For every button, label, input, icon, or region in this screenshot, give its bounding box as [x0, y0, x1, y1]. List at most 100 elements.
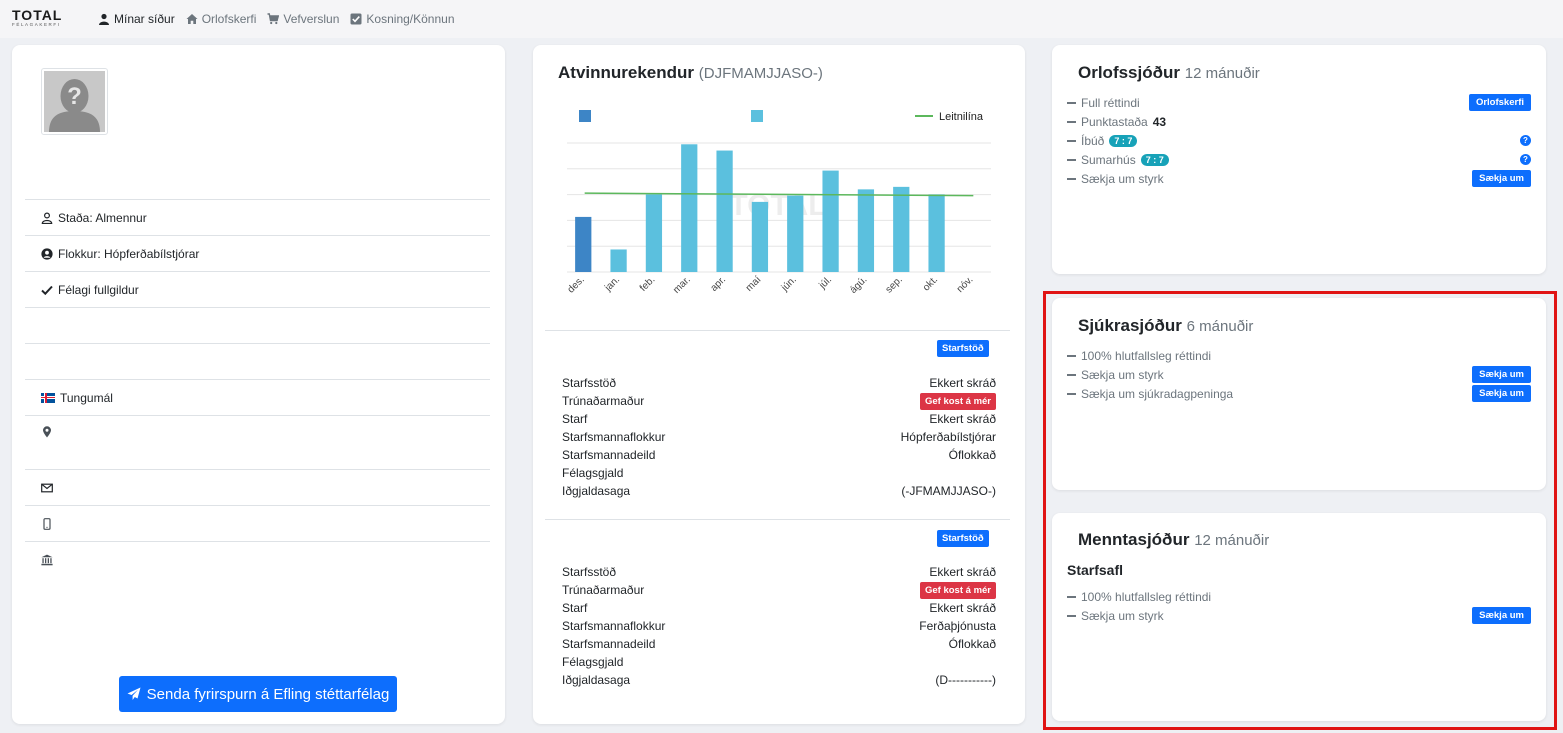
x-tick-label: okt.	[921, 274, 940, 293]
volunteer-trustee-button[interactable]: Gef kost á mér	[920, 392, 996, 410]
table-row: Félagsgjald	[562, 653, 996, 671]
nav-vefverslun[interactable]: Vefverslun	[267, 12, 339, 26]
menntasjodur-card: Menntasjóður 12 mánuðir Starfsafl 100% h…	[1052, 513, 1546, 721]
points-value: 43	[1152, 114, 1167, 129]
fund-row-label: Sækja um styrk	[1081, 171, 1164, 186]
row-label: Starfsstöð	[562, 565, 617, 579]
paper-plane-icon	[127, 687, 141, 700]
starfstod-button[interactable]: Starfstöð	[937, 340, 989, 357]
dash-icon	[1067, 158, 1076, 161]
question-icon[interactable]: ?	[1520, 154, 1531, 165]
x-tick-label: feb.	[638, 274, 658, 294]
home-icon	[186, 14, 198, 24]
fund-row: Sækja um sjúkradagpeninga Sækja um	[1067, 384, 1531, 403]
fund-row: Full réttindi Orlofskerfi	[1067, 93, 1531, 112]
bank-icon	[41, 554, 53, 565]
trend-line	[584, 192, 974, 197]
x-tick-label: ágú.	[848, 274, 870, 296]
row-value: (D-----------)	[935, 673, 996, 687]
fund-row: 100% hlutfallsleg réttindi	[1067, 587, 1531, 606]
map-marker-icon	[43, 426, 51, 438]
row-label: Starfsmannadeild	[562, 637, 656, 651]
row-value: Ekkert skráð	[929, 601, 996, 615]
row-label: Starfsmannaflokkur	[562, 619, 666, 633]
profile-row-email	[25, 469, 490, 505]
nav-kosning[interactable]: Kosning/Könnun	[350, 12, 455, 26]
employer-title-text: Atvinnurekendur	[558, 63, 695, 82]
user-outline-icon	[41, 211, 53, 224]
fund-row: Sumarhús 7 : 7 ?	[1067, 150, 1531, 169]
apply-button[interactable]: Sækja um	[1472, 385, 1531, 402]
user-circle-icon	[41, 247, 53, 260]
profile-row-address	[25, 415, 490, 469]
fund-rights-list: 100% hlutfallsleg réttindi Sækja um styr…	[1067, 587, 1531, 625]
profile-row-stada: Staða: Almennur	[25, 199, 490, 235]
chart-bar	[857, 189, 875, 272]
apply-button[interactable]: Sækja um	[1472, 170, 1531, 187]
fund-title: Menntasjóður 12 mánuðir	[1078, 530, 1269, 550]
send-inquiry-button[interactable]: Senda fyrirspurn á Efling stéttarfélag	[119, 676, 397, 712]
logo-subtext: FÉLAGAKERFI	[12, 22, 61, 27]
dash-icon	[1067, 392, 1076, 395]
table-row: Starfsmannaflokkur Hópferðabílstjórar	[562, 428, 996, 446]
dash-icon	[1067, 595, 1076, 598]
x-tick-label: des.	[566, 274, 587, 295]
apply-button[interactable]: Sækja um	[1472, 607, 1531, 624]
starfstod-button[interactable]: Starfstöð	[937, 530, 989, 547]
row-value: Ekkert skráð	[929, 565, 996, 579]
count-pill: 7 : 7	[1109, 134, 1138, 147]
dash-icon	[1067, 614, 1076, 617]
x-tick-label: júl.	[817, 274, 835, 292]
orlofssjodur-card: Orlofssjóður 12 mánuðir Full réttindi Or…	[1052, 45, 1546, 274]
count-pill: 7 : 7	[1140, 153, 1169, 166]
chart-bar	[822, 170, 839, 272]
row-value: Óflokkað	[948, 637, 996, 651]
row-label: Trúnaðarmaður	[562, 583, 645, 597]
x-tick-label: nóv.	[955, 274, 976, 295]
user-icon	[99, 13, 109, 25]
fund-row: Sækja um styrk Sækja um	[1067, 606, 1531, 625]
dash-icon	[1067, 177, 1076, 180]
employer-title: Atvinnurekendur (DJFMAMJJASO-)	[558, 63, 823, 83]
row-label: Starfsmannaflokkur	[562, 430, 666, 444]
fund-row: Punktastaða 43	[1067, 112, 1531, 131]
fund-title-text: Orlofssjóður	[1078, 63, 1181, 82]
chart-bar	[645, 194, 663, 272]
dash-icon	[1067, 373, 1076, 376]
row-label: Iðgjaldasaga	[562, 484, 631, 498]
chart-bar	[787, 195, 804, 272]
fund-row: Sækja um styrk Sækja um	[1067, 365, 1531, 384]
x-tick-label: jún.	[779, 274, 799, 294]
profile-row-empty	[25, 343, 490, 379]
table-row: Starf Ekkert skráð	[562, 599, 996, 617]
nav-minar-sidur[interactable]: Mínar síður	[98, 12, 175, 26]
chart-bar	[893, 186, 910, 272]
table-row: Starfsmannadeild Óflokkað	[562, 635, 996, 653]
profile-text: Félagi fullgildur	[58, 282, 139, 297]
fund-title: Orlofssjóður 12 mánuðir	[1078, 63, 1260, 83]
envelope-icon	[41, 483, 53, 492]
row-label: Starf	[562, 412, 588, 426]
x-tick-label: sep.	[884, 274, 905, 295]
fund-row-label: 100% hlutfallsleg réttindi	[1081, 348, 1212, 363]
fund-row-label: 100% hlutfallsleg réttindi	[1081, 589, 1212, 604]
nav-orlofskerfi[interactable]: Orlofskerfi	[186, 12, 256, 26]
orlofskerfi-button[interactable]: Orlofskerfi	[1468, 94, 1531, 111]
profile-row-language[interactable]: Tungumál	[25, 379, 490, 415]
table-row: Starf Ekkert skráð	[562, 410, 996, 428]
row-label: Trúnaðarmaður	[562, 394, 645, 408]
volunteer-trustee-button[interactable]: Gef kost á mér	[920, 581, 996, 599]
chart-bar	[610, 249, 627, 272]
fund-rights-list: Full réttindi Orlofskerfi Punktastaða 43 …	[1067, 93, 1531, 188]
fund-row-label: Punktastaða	[1081, 114, 1148, 129]
apply-button[interactable]: Sækja um	[1472, 366, 1531, 383]
total-logo[interactable]: TOTAL FÉLAGAKERFI	[12, 8, 80, 30]
row-value: Ekkert skráð	[929, 376, 996, 390]
fund-row-label: Sækja um styrk	[1081, 367, 1164, 382]
question-icon[interactable]: ?	[1520, 135, 1531, 146]
dash-icon	[1067, 120, 1076, 123]
x-tick-label: jan.	[602, 274, 622, 294]
chart-bar	[575, 216, 592, 272]
row-value: Ekkert skráð	[929, 412, 996, 426]
